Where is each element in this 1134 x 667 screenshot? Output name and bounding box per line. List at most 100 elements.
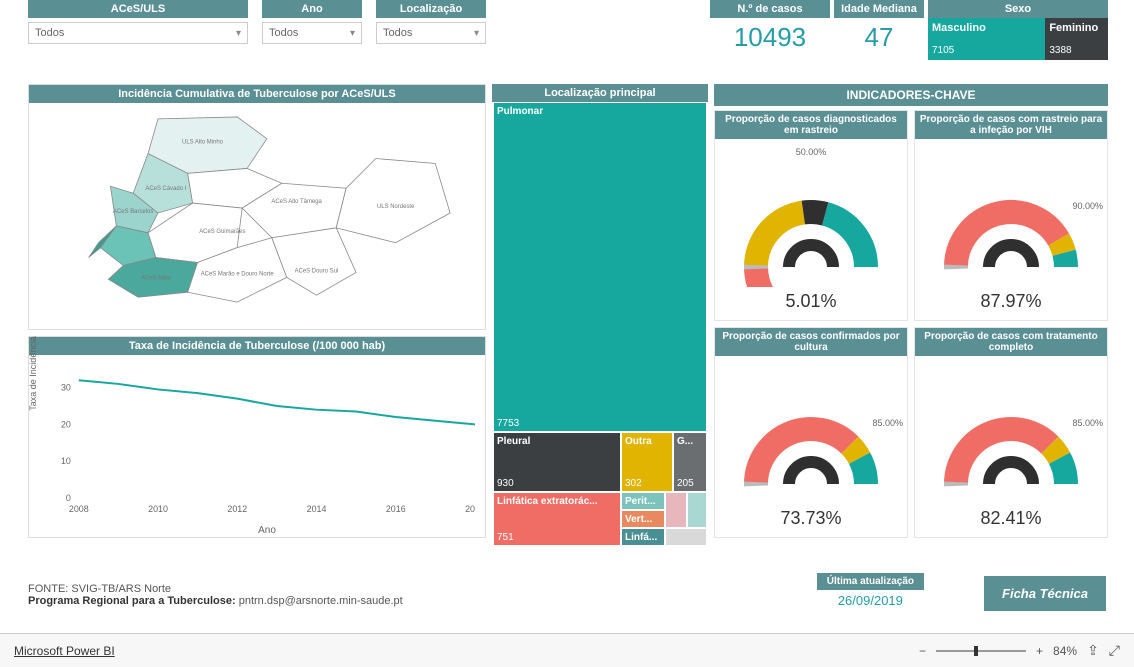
update-box: Última atualização 26/09/2019 xyxy=(817,573,924,611)
share-icon[interactable]: ⇪ xyxy=(1087,642,1099,659)
treemap-cell[interactable]: G...205 xyxy=(673,432,707,492)
kpi-sexo-f-value: 3388 xyxy=(1049,45,1104,56)
chevron-down-icon: ▾ xyxy=(474,28,479,39)
filter-aces-label: ACeS/ULS xyxy=(28,0,248,18)
kpi-idade-value: 47 xyxy=(834,22,924,53)
gauge-svg xyxy=(921,177,1101,287)
svg-text:0: 0 xyxy=(66,493,71,503)
kpi-sexo-label: Sexo xyxy=(928,0,1108,18)
svg-text:ULS Alto Minho: ULS Alto Minho xyxy=(182,140,224,146)
gauge-value: 82.41% xyxy=(980,508,1041,529)
gauge-card: Proporção de casos confirmados por cultu… xyxy=(714,327,908,538)
zoom-value: 84% xyxy=(1053,644,1077,658)
filter-loc-value: Todos xyxy=(383,27,412,39)
svg-text:ACeS Cávado I: ACeS Cávado I xyxy=(145,186,186,192)
treemap-cell[interactable] xyxy=(665,492,687,528)
gauge-svg xyxy=(921,394,1101,504)
gauge-target: 50.00% xyxy=(796,147,827,157)
treemap-title: Localização principal xyxy=(492,84,708,102)
svg-text:2008: 2008 xyxy=(69,504,89,514)
filter-aces-value: Todos xyxy=(35,27,64,39)
filter-ano-label: Ano xyxy=(262,0,362,18)
gauge-title: Proporção de casos com rastreio para a i… xyxy=(915,111,1107,139)
svg-text:20: 20 xyxy=(61,419,71,429)
line-chart[interactable]: Taxa de Incidência 0102030 2008201020122… xyxy=(29,355,485,530)
kpi-sexo-m-label: Masculino xyxy=(932,22,1041,34)
gauge-target: 85.00% xyxy=(872,418,903,428)
footer-prog-label: Programa Regional para a Tuberculose: xyxy=(28,595,236,607)
fullscreen-icon[interactable]: ⤢ xyxy=(1109,642,1120,659)
update-label: Última atualização xyxy=(817,573,924,590)
zoom-in-button[interactable]: + xyxy=(1036,644,1043,658)
svg-text:ULS Nordeste: ULS Nordeste xyxy=(377,204,415,210)
line-title: Taxa de Incidência de Tuberculose (/100 … xyxy=(29,337,485,355)
treemap-cell[interactable]: Linfá... xyxy=(621,528,665,546)
treemap-cell[interactable]: Pleural930 xyxy=(493,432,621,492)
filter-ano-value: Todos xyxy=(269,27,298,39)
gauge-target: 85.00% xyxy=(1072,418,1103,428)
powerbi-link[interactable]: Microsoft Power BI xyxy=(14,644,115,658)
gauge-target: 90.00% xyxy=(1072,201,1103,211)
treemap-cell[interactable] xyxy=(687,492,707,528)
gauge-body: 90.00% 87.97% xyxy=(915,139,1107,320)
chevron-down-icon: ▾ xyxy=(236,28,241,39)
filter-ano: Ano Todos ▾ xyxy=(262,0,362,44)
treemap-cell[interactable]: Pulmonar7753 xyxy=(493,102,707,432)
gauge-card: Proporção de casos com rastreio para a i… xyxy=(914,110,1108,321)
zoom-out-button[interactable]: − xyxy=(919,644,926,658)
gauge-body: 85.00% 82.41% xyxy=(915,356,1107,537)
treemap-panel: Localização principal Pulmonar7753Pleura… xyxy=(492,84,708,546)
svg-text:10: 10 xyxy=(61,456,71,466)
indicadores-title: INDICADORES-CHAVE xyxy=(714,84,1108,106)
footer: FONTE: SVIG-TB/ARS Norte Programa Region… xyxy=(28,583,403,607)
treemap-body[interactable]: Pulmonar7753Pleural930Outra302G...205 Lin… xyxy=(493,102,707,546)
ficha-tecnica-button[interactable]: Ficha Técnica xyxy=(984,576,1106,611)
gauge-title: Proporção de casos com tratamento comple… xyxy=(915,328,1107,356)
gauge-svg xyxy=(721,177,901,287)
line-ylabel: Taxa de Incidência xyxy=(28,336,38,411)
update-value: 26/09/2019 xyxy=(817,590,924,611)
treemap-cell[interactable]: Outra302 xyxy=(621,432,673,492)
filter-ano-dropdown[interactable]: Todos ▾ xyxy=(262,22,362,44)
kpi-idade-label: Idade Mediana xyxy=(834,0,924,18)
kpi-casos-value: 10493 xyxy=(710,22,830,53)
svg-text:ACeS Alto Tâmega: ACeS Alto Tâmega xyxy=(271,199,322,205)
kpi-sexo-f: Feminino 3388 xyxy=(1045,18,1108,60)
gauge-grid: Proporção de casos diagnosticados em ras… xyxy=(714,110,1108,538)
svg-text:2018: 2018 xyxy=(465,504,475,514)
map-area[interactable]: ULS Alto Minho ACeS Cávado I ACeS Barcel… xyxy=(29,103,485,323)
line-svg: 0102030 200820102012201420162018 xyxy=(59,361,475,526)
kpi-sexo-row: Masculino 7105 Feminino 3388 xyxy=(928,18,1108,60)
gauge-value: 5.01% xyxy=(785,291,836,312)
map-svg: ULS Alto Minho ACeS Cávado I ACeS Barcel… xyxy=(35,109,479,317)
gauge-title: Proporção de casos confirmados por cultu… xyxy=(715,328,907,356)
filter-loc-label: Localização xyxy=(376,0,486,18)
kpi-sexo-f-label: Feminino xyxy=(1049,22,1104,34)
bottom-bar: Microsoft Power BI − + 84% ⇪ ⤢ xyxy=(0,633,1134,667)
svg-text:2010: 2010 xyxy=(148,504,168,514)
treemap-cell[interactable] xyxy=(665,528,707,546)
gauge-card: Proporção de casos diagnosticados em ras… xyxy=(714,110,908,321)
zoom-slider[interactable] xyxy=(936,650,1026,652)
svg-text:2012: 2012 xyxy=(227,504,247,514)
svg-text:30: 30 xyxy=(61,383,71,393)
treemap-cell[interactable]: Perit... xyxy=(621,492,665,510)
kpi-sexo-m: Masculino 7105 xyxy=(928,18,1045,60)
gauge-value: 73.73% xyxy=(780,508,841,529)
svg-text:ACeS Barcelos: ACeS Barcelos xyxy=(113,209,153,215)
filter-loc-dropdown[interactable]: Todos ▾ xyxy=(376,22,486,44)
filter-aces-dropdown[interactable]: Todos ▾ xyxy=(28,22,248,44)
line-xlabel: Ano xyxy=(59,525,475,536)
treemap-cell[interactable]: Linfática extratorác...751 xyxy=(493,492,621,546)
gauge-title: Proporção de casos diagnosticados em ras… xyxy=(715,111,907,139)
kpi-sexo: Sexo Masculino 7105 Feminino 3388 xyxy=(928,0,1108,60)
treemap-cell[interactable]: Vert... xyxy=(621,510,665,528)
chevron-down-icon: ▾ xyxy=(350,28,355,39)
svg-text:2016: 2016 xyxy=(386,504,406,514)
map-title: Incidência Cumulativa de Tuberculose por… xyxy=(29,85,485,103)
gauge-body: 50.00% 5.01% xyxy=(715,139,907,320)
footer-fonte: FONTE: SVIG-TB/ARS Norte xyxy=(28,583,403,595)
svg-text:ACeS Guimarães: ACeS Guimarães xyxy=(199,229,245,235)
line-panel: Taxa de Incidência de Tuberculose (/100 … xyxy=(28,336,486,538)
kpi-casos: N.º de casos 10493 xyxy=(710,0,830,53)
